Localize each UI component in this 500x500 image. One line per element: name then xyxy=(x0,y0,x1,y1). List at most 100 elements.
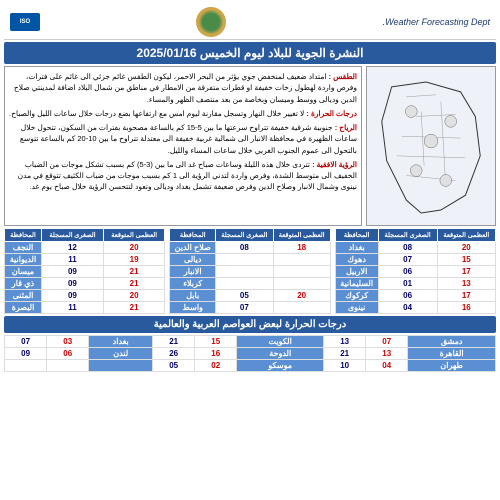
gov-name: ذي قار xyxy=(5,278,42,290)
gov-name: بغداد xyxy=(335,242,378,254)
table-row: 1706كركوك xyxy=(335,290,495,302)
city-name: طهران xyxy=(408,360,496,372)
max-val: 17 xyxy=(437,266,495,278)
city-val-a: 16 xyxy=(195,348,237,360)
table-row: 1808صلاح الدين xyxy=(170,242,330,254)
min-val: 09 xyxy=(41,266,103,278)
min-val: 12 xyxy=(41,242,103,254)
gov-name: ديالى xyxy=(170,254,216,266)
header-badges: ISO xyxy=(10,13,40,31)
gov-name: السليمانية xyxy=(335,278,378,290)
gov-name: الانبار xyxy=(170,266,216,278)
max-val xyxy=(273,266,330,278)
table-row: 1507دهوك xyxy=(335,254,495,266)
gov-name: كربلاء xyxy=(170,278,216,290)
gov-table-2: العظمى المتوقعةالصغرى المسجلةالمحافظة 18… xyxy=(169,228,330,314)
max-val: 17 xyxy=(437,290,495,302)
table-row: 2008بغداد xyxy=(335,242,495,254)
max-val xyxy=(273,302,330,314)
th-max: العظمى المتوقعة xyxy=(273,229,330,242)
gov-name: نينوى xyxy=(335,302,378,314)
city-name: الكويت xyxy=(237,336,324,348)
city-val-b: 05 xyxy=(153,360,195,372)
gov-name: واسط xyxy=(170,302,216,314)
city-val-a: 13 xyxy=(366,348,408,360)
min-val xyxy=(216,254,274,266)
city-name: القاهرة xyxy=(408,348,496,360)
th-max: العظمى المتوقعة xyxy=(437,229,495,242)
gov-name: النجف xyxy=(5,242,42,254)
gov-name: المثنى xyxy=(5,290,42,302)
gov-name: صلاح الدين xyxy=(170,242,216,254)
th-min: الصغرى المسجلة xyxy=(216,229,274,242)
forecast-text: الطقس : امتداد ضعيف لمنخفض جوي يؤثر من ا… xyxy=(4,66,362,226)
max-val: 20 xyxy=(437,242,495,254)
city-val-a: 03 xyxy=(47,336,89,348)
city-val-b xyxy=(5,360,47,372)
city-val-b: 13 xyxy=(324,336,366,348)
min-val: 11 xyxy=(41,254,103,266)
iraq-map xyxy=(366,66,496,226)
gov-name: ميسان xyxy=(5,266,42,278)
weather-label: الطقس : xyxy=(329,72,357,81)
max-val: 20 xyxy=(103,242,164,254)
min-val xyxy=(216,278,274,290)
th-min: الصغرى المسجلة xyxy=(41,229,103,242)
world-title: درجات الحرارة لبعض العواصم العربية والعا… xyxy=(4,316,496,333)
gov-name: دهوك xyxy=(335,254,378,266)
temp-label: درجات الحرارة : xyxy=(306,109,357,118)
main-content: الطقس : امتداد ضعيف لمنخفض جوي يؤثر من ا… xyxy=(4,66,496,226)
city-name: بغداد xyxy=(89,336,153,348)
max-val xyxy=(273,254,330,266)
org-logo xyxy=(196,7,226,37)
min-val: 07 xyxy=(216,302,274,314)
world-table: دمشق0713الكويت1521بغداد0307القاهرة1321ال… xyxy=(4,335,496,372)
city-val-b: 26 xyxy=(153,348,195,360)
city-val-b: 09 xyxy=(5,348,47,360)
city-val-a: 15 xyxy=(195,336,237,348)
city-name: لندن xyxy=(89,348,153,360)
table-row: الانبار xyxy=(170,266,330,278)
max-val: 20 xyxy=(103,290,164,302)
max-val: 19 xyxy=(103,254,164,266)
table-row: ديالى xyxy=(170,254,330,266)
city-val-a: 04 xyxy=(366,360,408,372)
table-row: 2109ميسان xyxy=(5,266,165,278)
weather-text: امتداد ضعيف لمنخفض جوي يؤثر من البحر الا… xyxy=(14,72,357,104)
table-row: 2009المثنى xyxy=(5,290,165,302)
table-row: 1604نينوى xyxy=(335,302,495,314)
city-name: موسكو xyxy=(237,360,324,372)
min-val: 04 xyxy=(378,302,437,314)
min-val xyxy=(216,266,274,278)
gov-tables: العظمى المتوقعةالصغرى المسجلةالمحافظة 20… xyxy=(4,228,496,314)
th-min: الصغرى المسجلة xyxy=(378,229,437,242)
city-val-b: 07 xyxy=(5,336,47,348)
city-name xyxy=(89,360,153,372)
table-row: طهران0410موسكو0205 xyxy=(5,360,496,372)
min-val: 05 xyxy=(216,290,274,302)
city-val-a: 02 xyxy=(195,360,237,372)
max-val: 20 xyxy=(273,290,330,302)
table-row: 1911الديوانية xyxy=(5,254,165,266)
max-val: 16 xyxy=(437,302,495,314)
city-val-b: 21 xyxy=(324,348,366,360)
vis-text: تتردى خلال هذه الليلة وساعات صباح غد الى… xyxy=(18,160,357,192)
gov-name: كركوك xyxy=(335,290,378,302)
wind-text: جنوبية شرقية خفيفة تتراوح سرعتها ما بين … xyxy=(20,123,357,155)
max-val xyxy=(273,278,330,290)
table-row: 1301السليمانية xyxy=(335,278,495,290)
header: Weather Forecasting Dept. ISO xyxy=(4,4,496,40)
map-svg xyxy=(367,67,495,225)
max-val: 21 xyxy=(103,302,164,314)
gov-table-3: العظمى المتوقعةالصغرى المسجلةالمحافظة 20… xyxy=(4,228,165,314)
min-val: 08 xyxy=(378,242,437,254)
bulletin-title: النشرة الجوية للبلاد ليوم الخميس 2025/01… xyxy=(4,42,496,64)
iso-badge: ISO xyxy=(10,13,40,31)
gov-name: الاربيل xyxy=(335,266,378,278)
gov-name: بابل xyxy=(170,290,216,302)
city-val-b: 10 xyxy=(324,360,366,372)
th-gov: المحافظة xyxy=(335,229,378,242)
th-gov: المحافظة xyxy=(5,229,42,242)
gov-table-1: العظمى المتوقعةالصغرى المسجلةالمحافظة 20… xyxy=(335,228,496,314)
city-val-a xyxy=(47,360,89,372)
